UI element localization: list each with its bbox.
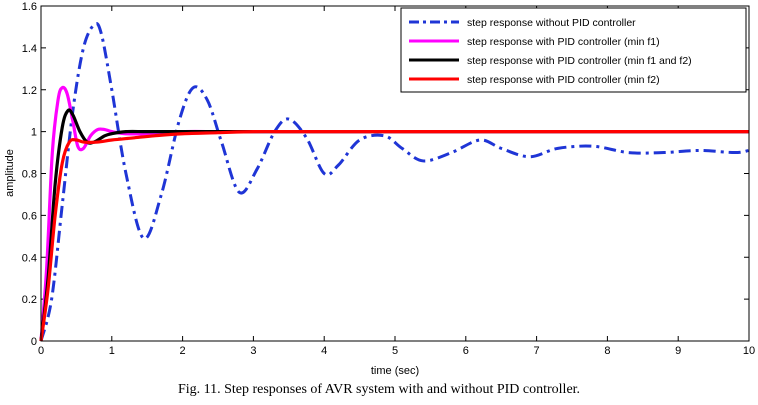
x-tick-label: 10 [743,345,755,357]
y-tick-label: 1.4 [22,43,37,55]
y-tick-label: 0.8 [22,169,37,181]
x-tick-label: 4 [321,345,327,357]
x-tick-label: 0 [38,345,44,357]
legend-entry-label: step response with PID controller (min f… [467,36,660,48]
x-tick-label: 1 [109,345,115,357]
figure-caption: Fig. 11. Step responses of AVR system wi… [177,382,581,397]
x-tick-label: 7 [534,345,540,357]
x-axis-label: time (sec) [371,365,419,377]
series-line-2 [39,85,749,342]
legend-entry-label: step response with PID controller (min f… [467,55,692,67]
y-tick-label: 0.6 [22,210,37,222]
y-tick-label: 1.6 [22,1,37,13]
y-tick-label: 0 [31,336,37,348]
legend: step response without PID controller step… [400,7,747,93]
x-tick-label: 2 [180,345,186,357]
y-tick-label: 1 [31,127,37,139]
y-tick-label: 0.2 [22,294,37,306]
x-tick-label: 9 [675,345,681,357]
step-response-chart: 0 1 2 3 4 5 6 7 8 9 10 0 0.2 0.4 0.6 0.8 1 1.2 1.4 1.6 time… [4,1,755,377]
x-tick-label: 6 [463,345,469,357]
series-line-4 [39,129,749,342]
y-tick-label: 0.4 [22,252,37,264]
legend-entry-label: step response without PID controller [467,17,636,29]
series-line-1 [39,22,750,342]
y-axis-label: amplitude [4,149,16,197]
series-lines [39,22,750,342]
x-tick-label: 8 [604,345,610,357]
plot-frame [40,5,750,342]
x-tick-label: 3 [250,345,256,357]
legend-entry-label: step response with PID controller (min f… [467,74,660,86]
series-line-3 [39,108,749,342]
y-tick-label: 1.2 [22,85,37,97]
x-tick-label: 5 [392,345,398,357]
